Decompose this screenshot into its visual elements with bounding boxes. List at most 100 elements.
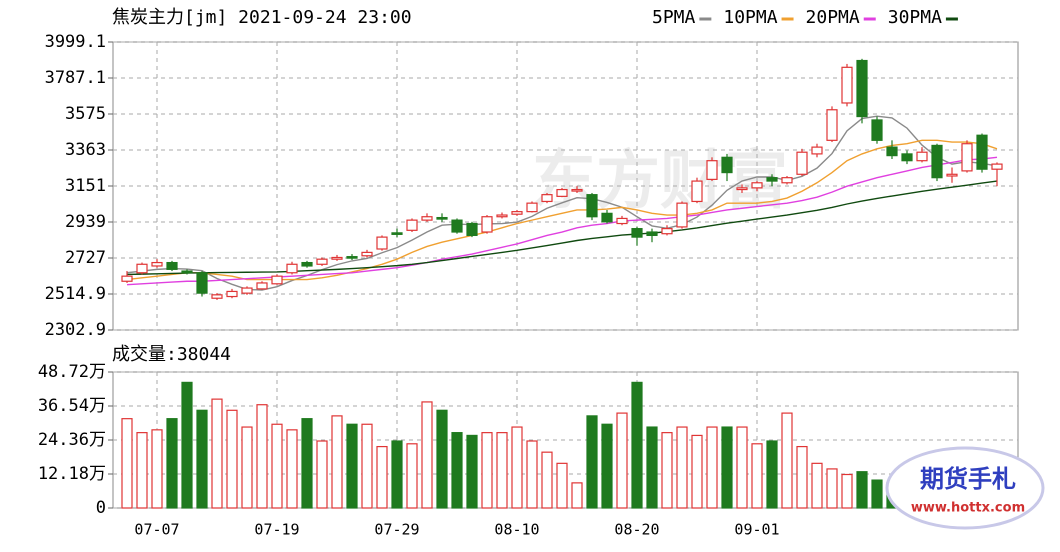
volume-bar [736, 426, 748, 509]
candle-body [361, 251, 373, 257]
candle-body [976, 134, 988, 170]
volume-title: 成交量:38044 [112, 344, 231, 365]
volume-bar [226, 409, 238, 509]
y-tick-label: 24.36万 [38, 430, 106, 450]
volume-bar [136, 432, 148, 509]
y-tick-label: 36.54万 [38, 396, 106, 416]
y-tick-label: 3151 [65, 176, 106, 196]
candle-body [841, 66, 853, 104]
x-tick-label: 07-07 [134, 521, 179, 539]
candle-body [736, 187, 748, 191]
volume-bar [541, 451, 553, 509]
legend-label: 20PMA [806, 7, 860, 28]
volume-bar [826, 468, 838, 509]
volume-bar [766, 440, 778, 509]
candle-body [826, 109, 838, 141]
volume-bar [721, 426, 733, 509]
volume-bar [361, 423, 373, 509]
candle-body [961, 143, 973, 172]
volume-bar [811, 462, 823, 509]
volume-bar [166, 418, 178, 509]
candle-body [511, 211, 523, 215]
volume-bar [631, 381, 643, 509]
y-tick-label: 12.18万 [38, 464, 106, 484]
volume-bar [376, 445, 388, 509]
x-tick-label: 07-19 [254, 521, 299, 539]
volume-bar [241, 426, 253, 509]
volume-bar [286, 429, 298, 509]
candle-body [541, 194, 553, 203]
chart-title: 焦炭主力[jm] 2021-09-24 23:00 [112, 7, 412, 28]
volume-bar [856, 471, 868, 509]
y-tick-label: 2939 [65, 212, 106, 232]
volume-bar [466, 434, 478, 509]
volume-bar [181, 381, 193, 509]
badge-url: www.hottx.com [911, 501, 1025, 516]
volume-bar [346, 423, 358, 509]
volume-bar [871, 479, 883, 509]
candle-body [991, 163, 1003, 170]
legend-label: 30PMA [888, 7, 942, 28]
volume-bar [256, 404, 268, 509]
legend-label: 10PMA [723, 7, 777, 28]
watermark: 东方财富 [532, 145, 788, 219]
volume-bar [331, 415, 343, 509]
candle-body [391, 232, 403, 235]
candle-body [631, 228, 643, 238]
candle-body [241, 287, 253, 294]
volume-bar [211, 398, 223, 509]
candle-body [871, 119, 883, 141]
legend-label: 5PMA [652, 7, 696, 28]
candle-body [346, 256, 358, 259]
volume-bar [571, 482, 583, 509]
badge: 期货手札 www.hottx.com [885, 446, 1045, 530]
volume-bar [421, 401, 433, 509]
candle-body [331, 256, 343, 260]
volume-bar [751, 443, 763, 509]
y-tick-label: 3999.1 [45, 32, 106, 52]
candle-body [436, 216, 448, 220]
candle-body [856, 59, 868, 118]
candle-body [166, 261, 178, 270]
candle-body [721, 156, 733, 174]
volume-bar [196, 409, 208, 509]
candle-body [931, 144, 943, 179]
candle-body [226, 290, 238, 298]
y-tick-label: 0 [96, 498, 106, 518]
candle-body [301, 261, 313, 267]
candle-body [946, 173, 958, 177]
candle-body [916, 151, 928, 162]
volume-bar [691, 434, 703, 509]
y-tick-label: 2514.9 [45, 284, 106, 304]
candle-body [781, 177, 793, 184]
volume-bar [601, 423, 613, 509]
candle-body [151, 261, 163, 267]
candle-body [556, 188, 568, 197]
x-tick-label: 08-10 [494, 521, 539, 539]
candle-body [901, 153, 913, 162]
volume-bar [271, 423, 283, 509]
candle-body [661, 228, 673, 235]
volume-bar [451, 432, 463, 509]
ma-line [126, 115, 998, 291]
volume-bar [781, 412, 793, 509]
volume-bar [391, 440, 403, 509]
candle-body [886, 146, 898, 157]
volume-bar [511, 426, 523, 509]
volume-bar [496, 432, 508, 509]
volume-bar [706, 426, 718, 509]
candle-body [646, 231, 658, 237]
candle-body [316, 258, 328, 265]
candle-body [811, 146, 823, 155]
volume-bar [406, 443, 418, 509]
volume-bar [616, 412, 628, 509]
candle-body [196, 272, 208, 294]
candle-body [796, 151, 808, 175]
candle-body [751, 182, 763, 189]
volume-bar [841, 473, 853, 509]
volume-bar [316, 440, 328, 509]
volume-bar [481, 432, 493, 509]
candle-body [256, 282, 268, 290]
badge-bg [885, 446, 1045, 530]
